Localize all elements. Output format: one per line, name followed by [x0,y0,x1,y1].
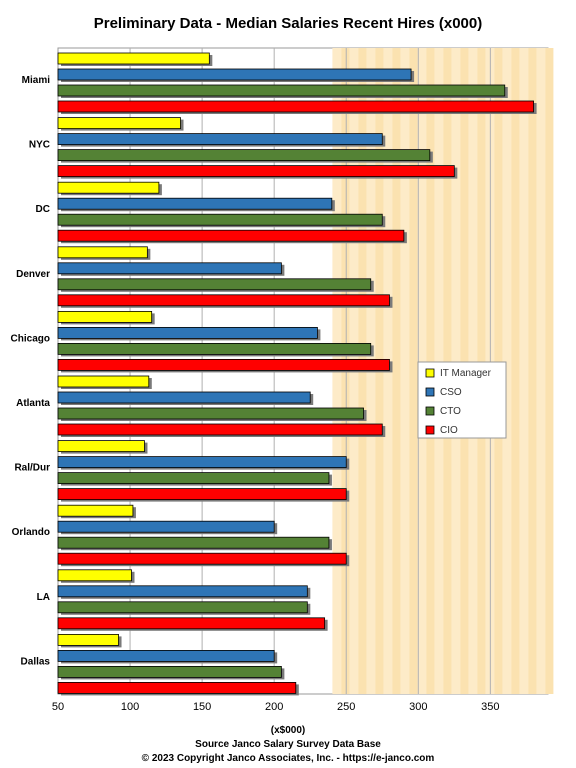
x-tick-label: 200 [265,701,283,713]
legend-label: IT Manager [440,368,492,379]
shaded-stripe [545,48,554,694]
x-tick-label: 100 [121,701,139,713]
legend: IT Manager CSO CTO CIO [417,361,507,439]
category-labels: Miami NYC DC Denver Chicago Atlanta Ral/Dur Orl… [11,75,51,667]
bar [57,552,347,565]
bar [57,133,383,146]
bar [57,456,347,469]
legend-swatch [425,387,435,397]
x-tick-label: 150 [193,701,211,713]
x-tick-label: 350 [481,701,499,713]
bar [57,601,308,614]
bar [57,229,405,242]
bar [57,197,333,210]
x-axis-label: (x$000) [271,725,305,736]
bar [57,294,390,307]
legend-label: CTO [440,406,461,417]
legend-swatch [425,406,435,416]
legend-swatch [425,425,435,435]
bar [57,423,383,436]
category-label: LA [37,592,50,603]
category-label: Miami [22,75,51,86]
category-label: Atlanta [16,398,50,409]
bar [57,310,153,323]
bar [57,117,181,129]
shaded-stripe [392,48,401,694]
bar [57,326,318,339]
bar [57,100,534,113]
bar [57,585,308,598]
legend-label: CIO [440,425,458,436]
category-label: Orlando [12,527,50,538]
x-tick-label: 300 [409,701,427,713]
bar [57,650,275,662]
bar [57,68,412,81]
bar [57,440,145,453]
bars [57,52,537,696]
shaded-stripe [511,48,520,694]
bar [57,246,148,259]
shaded-stripe [528,48,537,694]
category-label: DC [36,204,50,215]
bar [57,488,347,501]
copyright-note: © 2023 Copyright Janco Associates, Inc. … [142,753,435,764]
bar [57,278,372,291]
shaded-stripe [409,48,418,694]
category-label: Denver [16,269,50,280]
chart-title: Preliminary Data - Median Salaries Recen… [94,15,483,32]
bar [57,569,132,582]
bar [57,472,330,485]
category-label: Chicago [11,333,50,344]
source-note: Source Janco Salary Survey Data Base [195,739,381,750]
category-label: Dallas [21,656,51,667]
x-tick-label: 50 [52,701,64,713]
bar [57,520,275,533]
bar [57,666,282,678]
bar [57,358,390,371]
bar [57,52,210,65]
bar [57,262,282,275]
bar [57,391,311,404]
bar [57,342,372,355]
bar [57,149,431,162]
bar [57,181,160,194]
bar [57,634,119,646]
x-tick-labels: 50 100 150 200 250 300 350 [52,701,500,713]
bar [57,682,297,694]
bar [57,213,383,226]
bar [57,617,326,630]
category-label: NYC [29,140,50,151]
legend-label: CSO [440,387,462,398]
legend-swatch [425,368,435,378]
bar [57,84,506,97]
bar [57,504,134,517]
bar [57,375,150,388]
bar [57,165,455,178]
x-tick-label: 250 [337,701,355,713]
bar [57,407,364,420]
bar [57,536,330,549]
category-label: Ral/Dur [14,463,50,474]
